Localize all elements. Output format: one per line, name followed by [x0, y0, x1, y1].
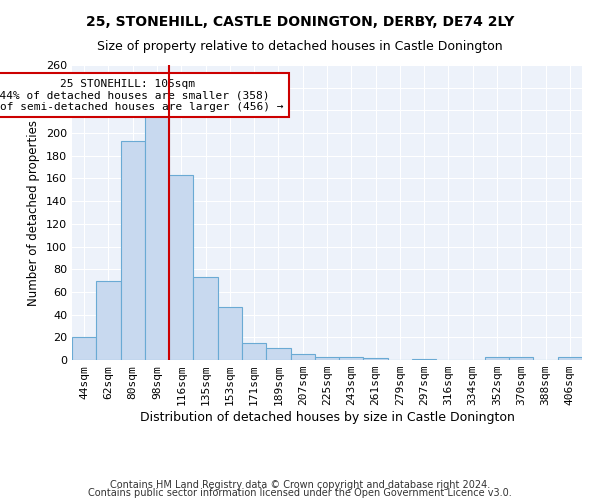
- Bar: [339, 356, 364, 360]
- Bar: [412, 359, 436, 360]
- Bar: [509, 356, 533, 360]
- Bar: [169, 175, 193, 360]
- Bar: [242, 343, 266, 360]
- Bar: [72, 338, 96, 360]
- Bar: [121, 141, 145, 360]
- Text: Contains public sector information licensed under the Open Government Licence v3: Contains public sector information licen…: [88, 488, 512, 498]
- Bar: [290, 354, 315, 360]
- Bar: [96, 280, 121, 360]
- Text: Size of property relative to detached houses in Castle Donington: Size of property relative to detached ho…: [97, 40, 503, 53]
- Bar: [558, 356, 582, 360]
- Text: 25 STONEHILL: 105sqm
← 44% of detached houses are smaller (358)
56% of semi-deta: 25 STONEHILL: 105sqm ← 44% of detached h…: [0, 78, 283, 112]
- Bar: [364, 358, 388, 360]
- X-axis label: Distribution of detached houses by size in Castle Donington: Distribution of detached houses by size …: [140, 411, 514, 424]
- Text: 25, STONEHILL, CASTLE DONINGTON, DERBY, DE74 2LY: 25, STONEHILL, CASTLE DONINGTON, DERBY, …: [86, 15, 514, 29]
- Bar: [266, 348, 290, 360]
- Bar: [145, 116, 169, 360]
- Bar: [193, 277, 218, 360]
- Bar: [485, 356, 509, 360]
- Bar: [315, 356, 339, 360]
- Y-axis label: Number of detached properties: Number of detached properties: [28, 120, 40, 306]
- Bar: [218, 306, 242, 360]
- Text: Contains HM Land Registry data © Crown copyright and database right 2024.: Contains HM Land Registry data © Crown c…: [110, 480, 490, 490]
